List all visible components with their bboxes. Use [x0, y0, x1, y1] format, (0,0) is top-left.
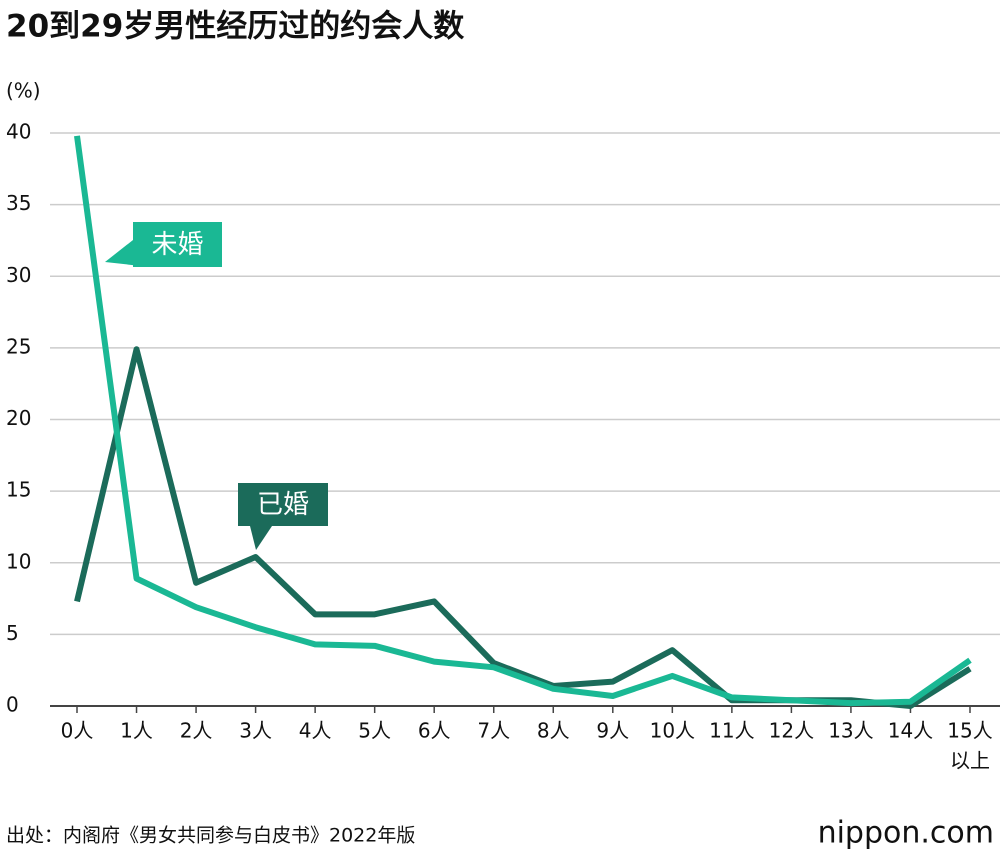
x-tick-label: 12人 [769, 719, 814, 743]
y-tick-label: 30 [6, 263, 31, 287]
y-tick-label: 10 [6, 549, 31, 573]
x-tick-label: 6人 [418, 719, 451, 743]
logo: nippon.com [818, 816, 994, 851]
legend-pointer [250, 526, 272, 550]
y-tick-label: 25 [6, 334, 31, 358]
legend-label: 未婚 [151, 230, 203, 260]
y-tick-label: 15 [6, 478, 31, 502]
x-tick-label: 1人 [120, 719, 153, 743]
x-tick-label: 15人 [947, 719, 992, 743]
x-tick-label: 以上 [950, 749, 990, 773]
chart-title: 20到29岁男性经历过的约会人数 [6, 9, 464, 45]
line [74, 346, 972, 709]
x-tick-label: 4人 [299, 719, 332, 743]
x-tick-label: 5人 [358, 719, 391, 743]
source: 出处：内阁府《男女共同参与白皮书》2022年版 [6, 825, 415, 847]
y-tick-label: 20 [6, 406, 31, 430]
y-tick-label: 35 [6, 191, 31, 215]
y-axis-label: (%) [6, 79, 41, 103]
x-tick-label: 7人 [477, 719, 510, 743]
legend-label: 已婚 [257, 490, 309, 520]
x-tick-label: 8人 [537, 719, 570, 743]
y-tick-label: 0 [6, 693, 19, 717]
legend-box [238, 483, 328, 526]
x-tick-label: 2人 [180, 719, 213, 743]
x-tick-label: 3人 [239, 719, 272, 743]
x-tick-label: 0人 [61, 719, 94, 743]
x-tick-label: 11人 [709, 719, 754, 743]
line [74, 135, 972, 707]
x-tick-label: 9人 [596, 719, 629, 743]
x-tick-label: 10人 [650, 719, 695, 743]
y-tick-label: 40 [6, 120, 31, 144]
x-tick-label: 14人 [888, 719, 933, 743]
y-tick-label: 5 [6, 621, 19, 645]
x-tick-label: 13人 [828, 719, 873, 743]
legend-box [133, 222, 222, 267]
